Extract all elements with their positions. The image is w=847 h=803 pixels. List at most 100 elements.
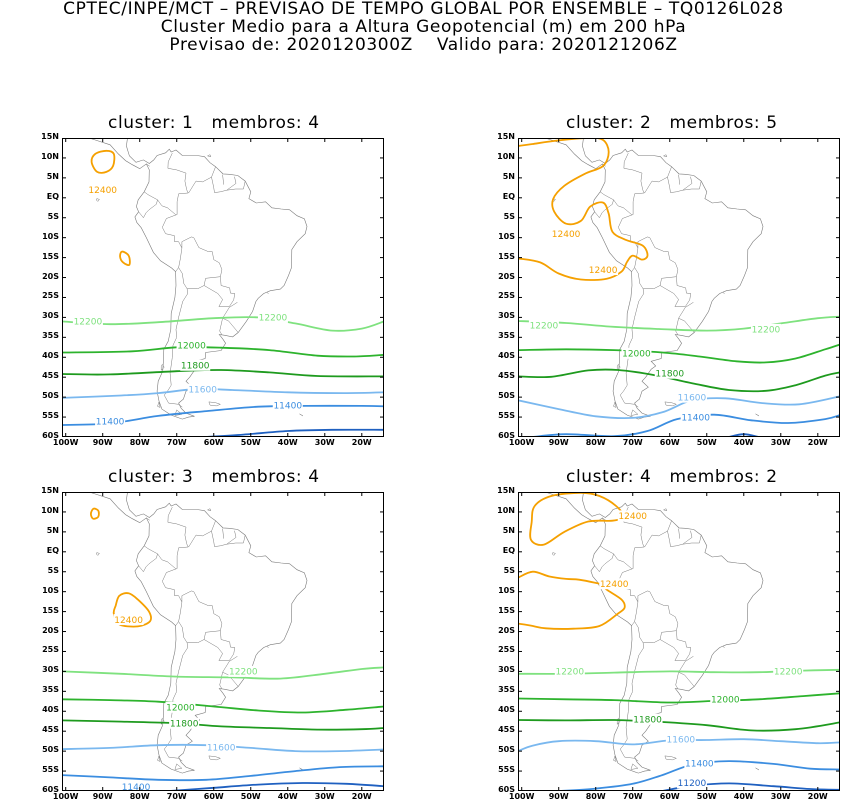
contour-line-11400	[62, 765, 384, 782]
country-border	[602, 517, 606, 521]
country-border	[659, 276, 692, 307]
contour-line-12000	[518, 692, 840, 704]
latitude-tick-label: 5N	[502, 171, 515, 181]
latitude-tick-label: 10N	[497, 151, 515, 161]
longitude-tick-label: 30W	[314, 438, 335, 447]
longitude-tick-label: 100W	[508, 438, 535, 447]
latitude-tick-label: 10S	[498, 231, 515, 241]
contour-label-background	[180, 359, 211, 371]
latitude-tick-label: EQ	[502, 545, 515, 555]
axis-ticks	[518, 138, 840, 437]
country-border	[644, 530, 668, 548]
country-border	[167, 152, 189, 215]
latitude-tick-label: 55S	[498, 765, 515, 775]
latitude-tick-label: 15S	[42, 251, 59, 261]
latitude-tick-label: 50S	[498, 745, 515, 755]
longitude-tick-label: 60W	[203, 438, 224, 447]
country-border	[162, 214, 183, 272]
country-border	[675, 318, 679, 336]
latitude-tick-label: 35S	[498, 331, 515, 341]
panel-2-map: 12400 12400 12200 12200 12000 11800 11600 11400	[518, 138, 840, 437]
country-border	[678, 528, 680, 539]
latitude-tick-label: 45S	[42, 371, 59, 381]
latitude-tick-label: 10S	[42, 231, 59, 241]
longitude-tick-label: 90W	[92, 792, 113, 801]
country-border	[144, 191, 177, 216]
latitude-tick-label: 20S	[498, 625, 515, 635]
contour-label: 12200	[259, 314, 288, 324]
contour-label-background	[773, 665, 804, 677]
contour-label: 12200	[74, 318, 103, 328]
contour-label: 12400	[88, 186, 117, 196]
longitude-tick-label: 30W	[314, 792, 335, 801]
latitude-tick-label: 60S	[498, 785, 515, 794]
country-border	[667, 166, 702, 193]
contour-label: 12400	[600, 580, 629, 590]
latitude-tick-label: 55S	[42, 765, 59, 775]
contour-label-background	[676, 391, 707, 403]
country-border	[600, 545, 633, 570]
latitude-tick-label: 5N	[502, 525, 515, 535]
latitude-tick-label: 55S	[498, 411, 515, 421]
contour-line-12400	[112, 592, 152, 628]
country-border	[667, 520, 702, 547]
latitude-tick-label: 40S	[498, 705, 515, 715]
latitude-tick-label: 30S	[42, 665, 59, 675]
header-line-1: CPTEC/INPE/MCT – PREVISAO DE TEMPO GLOBA…	[63, 0, 784, 19]
island-outline	[206, 508, 212, 512]
contour-label: 12400	[552, 230, 581, 240]
contour-line-11800	[62, 369, 384, 378]
contour-label: 12400	[114, 616, 143, 626]
latitude-tick-label: 30S	[498, 311, 515, 321]
latitude-tick-label: 20S	[42, 625, 59, 635]
island-outline	[160, 363, 165, 372]
longitude-tick-label: 70W	[166, 438, 187, 447]
island-outline	[664, 755, 678, 761]
contour-line-12200	[518, 315, 840, 332]
contour-label-background	[121, 781, 152, 791]
latitude-tick-label: EQ	[46, 545, 59, 555]
panel-3-title: cluster: 3 membros: 4	[108, 467, 320, 487]
panel-3-map: 12400 12200 12000 11800 11600 11400	[62, 492, 384, 791]
latitude-tick-label: EQ	[46, 191, 59, 201]
latitude-tick-label: 20S	[498, 271, 515, 281]
contour-label: 12000	[622, 349, 651, 359]
latitude-tick-label: 15N	[497, 486, 515, 495]
country-border	[659, 630, 692, 661]
contour-line-12000	[62, 346, 384, 358]
contour-label-background	[680, 411, 711, 423]
header-line-2: Cluster Medio para a Altura Geopotencial…	[160, 17, 687, 37]
latitude-tick-label: 50S	[42, 745, 59, 755]
country-border	[637, 590, 679, 643]
contour-line-12400	[90, 149, 116, 174]
contour-line-12000	[62, 698, 384, 714]
contour-label-background	[632, 713, 663, 725]
longitude-tick-label: 20W	[807, 438, 828, 447]
country-border	[181, 236, 223, 289]
axis-ticks	[518, 492, 840, 791]
longitude-tick-label: 60W	[203, 792, 224, 801]
map-frame	[62, 492, 384, 791]
island-outline	[723, 292, 725, 294]
contour-label: 11400	[685, 759, 714, 769]
contour-line-12400	[518, 570, 626, 630]
latitude-tick-label: 10S	[42, 585, 59, 595]
island-outline	[157, 400, 161, 408]
longitude-tick-label: 60W	[659, 438, 680, 447]
latitude-tick-label: 30S	[498, 665, 515, 675]
contour-line-11800	[518, 368, 840, 393]
contour-label: 12000	[711, 696, 740, 706]
country-border	[181, 590, 223, 643]
latitude-tick-label: 40S	[42, 705, 59, 715]
island-outline	[160, 717, 165, 726]
island-outline	[613, 754, 617, 762]
latitude-tick-label: 5S	[503, 565, 515, 575]
country-border	[594, 553, 614, 573]
contour-label: 12200	[774, 668, 803, 678]
country-border	[226, 176, 237, 191]
country-border	[163, 267, 189, 408]
contour-label: 11600	[207, 743, 236, 753]
country-border	[675, 672, 679, 690]
contour-line-12400	[89, 507, 100, 520]
latitude-tick-label: 25S	[42, 645, 59, 655]
